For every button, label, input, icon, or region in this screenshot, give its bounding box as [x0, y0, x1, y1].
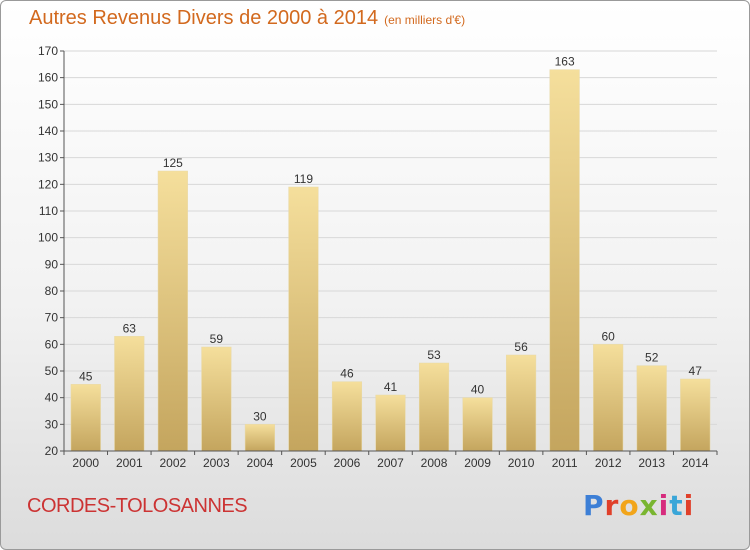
y-tick-label: 130	[38, 151, 58, 165]
y-tick-label: 170	[38, 44, 58, 58]
logo-letter: o	[619, 489, 640, 522]
y-tick-label: 150	[38, 97, 58, 111]
bar	[331, 381, 363, 452]
bar	[114, 336, 145, 452]
data-label: 52	[645, 351, 659, 365]
data-label: 45	[79, 369, 93, 383]
x-tick-label: 2011	[552, 456, 578, 470]
x-tick-label: 2001	[116, 456, 143, 470]
y-tick-label: 50	[45, 364, 59, 378]
y-tick-label: 30	[45, 417, 59, 431]
data-label: 119	[294, 172, 313, 186]
chart-title-text: Autres Revenus Divers de 2000 à 2014	[29, 7, 379, 29]
city-name: CORDES-TOLOSANNES	[27, 495, 248, 517]
logo-letter: P	[583, 489, 605, 522]
data-label: 47	[689, 364, 703, 378]
y-tick-label: 80	[45, 284, 59, 298]
logo-letter: x	[639, 489, 659, 522]
x-tick-label: 2005	[290, 456, 317, 470]
bar	[375, 394, 406, 452]
x-tick-label: 2000	[72, 456, 99, 470]
logo-letter: i	[683, 489, 695, 522]
data-label: 56	[514, 340, 528, 354]
bar	[593, 344, 624, 452]
bar	[201, 346, 232, 452]
proxiti-logo[interactable]: Proxiti	[583, 489, 694, 522]
y-tick-label: 20	[45, 444, 59, 458]
bar	[157, 170, 188, 452]
x-tick-label: 2003	[203, 456, 230, 470]
x-tick-label: 2002	[159, 456, 186, 470]
data-label: 60	[601, 329, 615, 343]
bar	[506, 354, 537, 452]
y-tick-label: 160	[38, 71, 58, 85]
y-tick-label: 100	[38, 231, 58, 245]
bar	[244, 424, 275, 452]
y-tick-label: 120	[38, 177, 58, 191]
x-tick-label: 2006	[334, 456, 361, 470]
x-tick-label: 2004	[247, 456, 274, 470]
logo-letter: t	[669, 489, 684, 522]
bar	[680, 378, 711, 452]
x-tick-label: 2009	[464, 456, 491, 470]
data-label: 163	[555, 55, 575, 69]
bar	[418, 362, 450, 452]
x-tick-label: 2014	[682, 456, 709, 470]
bar	[462, 397, 493, 452]
x-tick-label: 2008	[421, 456, 448, 470]
logo-letter: r	[604, 489, 620, 522]
logo-letter: i	[658, 489, 670, 522]
y-tick-label: 70	[45, 311, 59, 325]
data-label: 46	[340, 367, 354, 381]
x-tick-label: 2010	[508, 456, 535, 470]
data-label: 59	[210, 332, 224, 346]
y-tick-label: 140	[38, 124, 58, 138]
bar	[549, 69, 580, 452]
data-label: 125	[163, 156, 183, 170]
bar	[636, 365, 667, 452]
y-tick-label: 60	[45, 337, 59, 351]
bar	[288, 186, 319, 452]
y-tick-label: 40	[45, 391, 59, 405]
data-label: 41	[384, 380, 398, 394]
x-tick-label: 2012	[595, 456, 622, 470]
chart-title: Autres Revenus Divers de 2000 à 2014 (en …	[29, 7, 465, 30]
y-tick-label: 90	[45, 257, 59, 271]
data-label: 53	[427, 348, 441, 362]
data-label: 30	[253, 409, 267, 423]
data-label: 40	[471, 383, 485, 397]
chart-subtitle: (en milliers d'€)	[384, 13, 466, 27]
x-tick-label: 2013	[638, 456, 665, 470]
data-label: 63	[123, 321, 137, 335]
x-tick-label: 2007	[377, 456, 404, 470]
bar	[70, 384, 101, 452]
y-tick-label: 110	[39, 204, 58, 218]
